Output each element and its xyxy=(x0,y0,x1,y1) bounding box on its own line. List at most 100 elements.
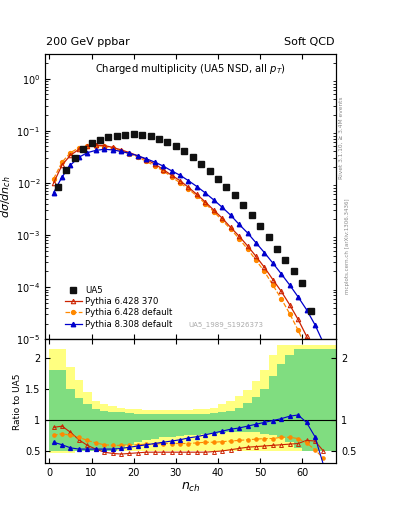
Pythia 8.308 default xyxy=(270,260,275,266)
X-axis label: $n_{ch}$: $n_{ch}$ xyxy=(181,481,200,494)
Pythia 8.308 default xyxy=(203,190,208,196)
UA5 xyxy=(199,161,204,167)
Pythia 6.428 default xyxy=(270,282,275,288)
Pythia 6.428 370 xyxy=(85,143,90,150)
Pythia 6.428 370 xyxy=(68,152,73,158)
Pythia 8.308 default xyxy=(321,340,326,346)
Pythia 6.428 370 xyxy=(127,150,132,156)
Pythia 6.428 default xyxy=(203,201,208,207)
Pythia 6.428 370 xyxy=(287,302,292,308)
UA5 xyxy=(114,133,119,139)
Pythia 8.308 default xyxy=(279,271,284,277)
Pythia 6.428 default xyxy=(127,151,132,157)
Pythia 8.308 default xyxy=(262,249,267,255)
Line: Pythia 8.308 default: Pythia 8.308 default xyxy=(51,147,325,345)
Pythia 6.428 370 xyxy=(237,233,241,239)
Legend: UA5, Pythia 6.428 370, Pythia 6.428 default, Pythia 8.308 default: UA5, Pythia 6.428 370, Pythia 6.428 defa… xyxy=(61,283,176,332)
Pythia 6.428 default xyxy=(296,327,300,333)
UA5 xyxy=(309,308,313,314)
UA5 xyxy=(97,137,102,143)
UA5 xyxy=(173,143,178,150)
Text: UA5_1989_S1926373: UA5_1989_S1926373 xyxy=(188,321,263,328)
Pythia 6.428 default xyxy=(102,143,107,150)
Pythia 8.308 default xyxy=(94,147,98,154)
UA5 xyxy=(207,168,212,174)
Pythia 6.428 default xyxy=(144,158,149,164)
Pythia 6.428 default xyxy=(68,150,73,156)
Pythia 8.308 default xyxy=(312,322,317,328)
UA5 xyxy=(190,154,195,160)
Pythia 6.428 370 xyxy=(94,142,98,148)
Text: Rivet 3.1.10, ≥ 3.4M events: Rivet 3.1.10, ≥ 3.4M events xyxy=(339,97,344,180)
UA5 xyxy=(148,133,153,139)
UA5 xyxy=(233,192,237,198)
Pythia 6.428 370 xyxy=(60,162,64,168)
Pythia 6.428 default xyxy=(262,268,267,274)
Pythia 6.428 default xyxy=(136,154,140,160)
Pythia 6.428 370 xyxy=(270,276,275,283)
Pythia 6.428 370 xyxy=(279,288,284,294)
Pythia 8.308 default xyxy=(245,230,250,236)
Pythia 6.428 default xyxy=(279,295,284,302)
Pythia 8.308 default xyxy=(127,150,132,156)
Pythia 6.428 default xyxy=(51,176,56,182)
Pythia 8.308 default xyxy=(296,294,300,300)
Pythia 6.428 370 xyxy=(51,180,56,186)
Pythia 6.428 default xyxy=(152,163,157,169)
Pythia 8.308 default xyxy=(102,146,107,153)
Pythia 8.308 default xyxy=(161,163,165,169)
Pythia 6.428 default xyxy=(186,186,191,192)
Pythia 8.308 default xyxy=(77,154,81,160)
UA5 xyxy=(300,280,305,286)
Pythia 8.308 default xyxy=(60,174,64,180)
UA5 xyxy=(89,140,94,146)
UA5 xyxy=(216,176,220,182)
Pythia 6.428 370 xyxy=(136,153,140,159)
UA5 xyxy=(131,132,136,138)
Pythia 6.428 370 xyxy=(304,333,309,339)
Pythia 6.428 default xyxy=(85,143,90,149)
Pythia 6.428 370 xyxy=(110,144,115,151)
Pythia 8.308 default xyxy=(195,183,199,189)
UA5 xyxy=(250,212,254,218)
UA5 xyxy=(182,148,187,155)
Pythia 6.428 default xyxy=(245,246,250,252)
Text: 200 GeV ppbar: 200 GeV ppbar xyxy=(46,37,130,47)
Pythia 6.428 default xyxy=(110,145,115,152)
Pythia 6.428 370 xyxy=(296,316,300,323)
UA5 xyxy=(224,183,229,189)
Pythia 6.428 370 xyxy=(203,199,208,205)
Pythia 8.308 default xyxy=(287,282,292,288)
Pythia 8.308 default xyxy=(152,159,157,165)
Pythia 6.428 370 xyxy=(195,191,199,198)
Pythia 6.428 370 xyxy=(161,166,165,173)
Pythia 8.308 default xyxy=(68,162,73,168)
Pythia 6.428 default xyxy=(161,168,165,174)
Pythia 6.428 370 xyxy=(152,161,157,167)
Pythia 6.428 default xyxy=(169,174,174,180)
Pythia 6.428 default xyxy=(178,180,182,186)
Pythia 6.428 370 xyxy=(211,207,216,213)
Pythia 8.308 default xyxy=(119,148,123,155)
Pythia 6.428 370 xyxy=(186,184,191,190)
UA5 xyxy=(157,136,162,142)
Pythia 6.428 370 xyxy=(262,264,267,270)
Pythia 6.428 default xyxy=(211,208,216,215)
Pythia 6.428 default xyxy=(253,257,258,263)
Line: Pythia 6.428 370: Pythia 6.428 370 xyxy=(51,143,325,380)
Pythia 8.308 default xyxy=(253,240,258,246)
Pythia 6.428 default xyxy=(237,236,241,242)
Pythia 8.308 default xyxy=(51,189,56,196)
Pythia 6.428 370 xyxy=(228,224,233,230)
Pythia 8.308 default xyxy=(144,156,149,162)
Pythia 8.308 default xyxy=(169,168,174,174)
Pythia 6.428 370 xyxy=(220,215,224,221)
Pythia 6.428 370 xyxy=(321,375,326,381)
Pythia 6.428 default xyxy=(312,368,317,374)
UA5 xyxy=(241,202,246,208)
Pythia 8.308 default xyxy=(228,212,233,218)
Y-axis label: Ratio to UA5: Ratio to UA5 xyxy=(13,373,22,430)
Pythia 8.308 default xyxy=(85,150,90,156)
Pythia 6.428 370 xyxy=(312,352,317,358)
Pythia 6.428 default xyxy=(287,311,292,317)
